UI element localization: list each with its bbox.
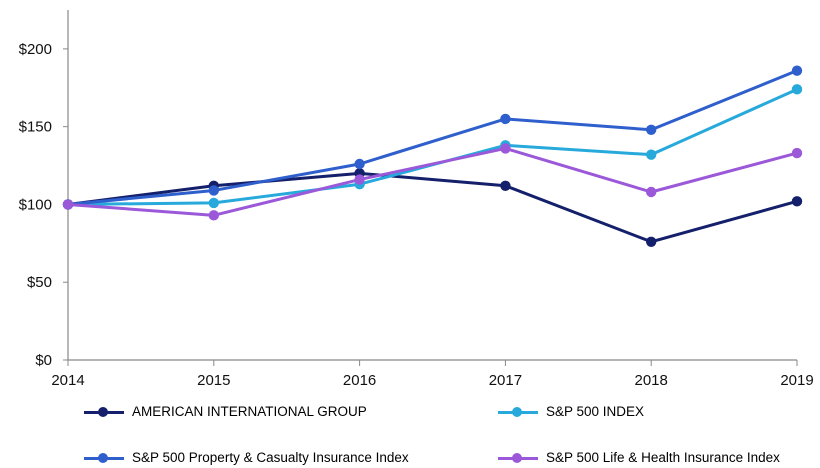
x-tick-label: 2016 xyxy=(343,372,376,389)
data-point xyxy=(500,113,511,125)
data-point xyxy=(646,124,657,135)
y-tick-label: $150 xyxy=(19,119,52,136)
series-layer xyxy=(62,65,803,247)
legend-swatch xyxy=(498,451,538,465)
legend-swatch xyxy=(498,405,538,419)
data-point xyxy=(500,143,511,154)
legend-label: AMERICAN INTERNATIONAL GROUP xyxy=(132,404,367,419)
data-point xyxy=(500,180,511,191)
x-tick-label: 2017 xyxy=(489,372,522,389)
series-line xyxy=(67,69,798,206)
legend-item-property-casualty: S&P 500 Property & Casualty Insurance In… xyxy=(84,450,409,465)
data-point xyxy=(791,147,803,159)
series-2 xyxy=(62,65,803,210)
data-point xyxy=(62,199,74,210)
y-tick-label: $0 xyxy=(35,352,52,369)
data-point xyxy=(791,65,803,76)
legend-label: S&P 500 Property & Casualty Insurance In… xyxy=(132,450,409,465)
x-tick-label: 2015 xyxy=(197,372,230,389)
series-line xyxy=(67,146,798,217)
legend-swatch xyxy=(84,451,124,465)
data-point xyxy=(646,186,657,198)
line-chart: $0 $50 $100 $150 $200 2014 2015 2016 2017 2018 201… xyxy=(19,10,814,389)
axes: $0 $50 $100 $150 $200 2014 2015 2016 2017 2018 201… xyxy=(19,10,814,389)
data-point xyxy=(354,158,365,170)
data-point xyxy=(791,196,803,207)
data-point xyxy=(791,84,803,95)
legend-item-life-health: S&P 500 Life & Health Insurance Index xyxy=(498,450,780,465)
series-line xyxy=(67,87,798,206)
data-point xyxy=(354,174,365,185)
legend-item-sp500: S&P 500 INDEX xyxy=(498,404,644,419)
legend-label: S&P 500 INDEX xyxy=(546,404,645,419)
y-tick-label: $200 xyxy=(19,41,52,58)
series-3 xyxy=(62,143,803,221)
legend-swatch xyxy=(84,405,124,419)
data-point xyxy=(646,149,657,160)
data-point xyxy=(208,210,219,221)
y-tick-label: $100 xyxy=(19,196,52,213)
data-point xyxy=(646,236,657,247)
series-0 xyxy=(62,168,803,247)
x-tick-label: 2019 xyxy=(780,372,813,389)
series-line xyxy=(67,171,798,244)
legend-item-aig: AMERICAN INTERNATIONAL GROUP xyxy=(84,404,367,419)
legend-label: S&P 500 Life & Health Insurance Index xyxy=(546,450,780,465)
x-tick-label: 2018 xyxy=(635,372,668,389)
data-point xyxy=(208,185,219,196)
y-tick-label: $50 xyxy=(27,274,52,291)
x-tick-label: 2014 xyxy=(51,372,84,389)
data-point xyxy=(208,197,219,209)
